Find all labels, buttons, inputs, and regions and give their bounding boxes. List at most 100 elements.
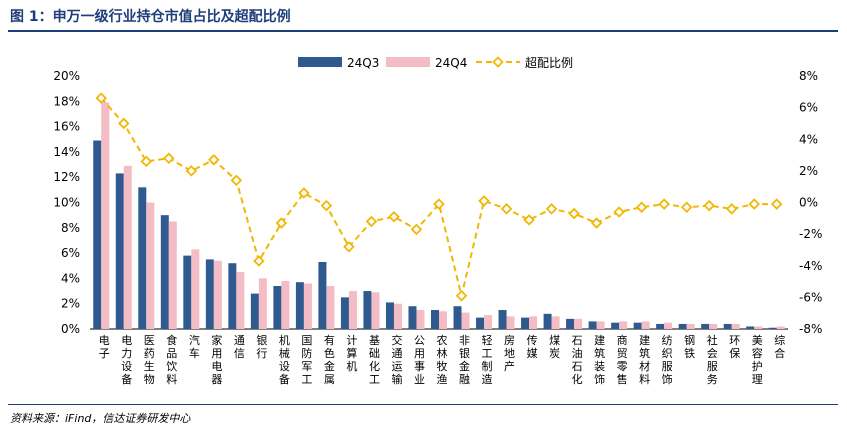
x-tick-label: 通信 [234,334,245,360]
bar-24q3 [228,263,237,329]
y-left-tick-label: 14% [53,145,80,159]
y-right-tick-label: 8% [799,69,818,83]
bar-24q3 [566,318,575,329]
x-tick-label: 传媒 [527,334,538,360]
bar-24q4 [258,278,267,329]
y-right-tick-label: 2% [799,164,818,178]
ratio-point [748,198,760,210]
bar-24q3 [768,327,777,329]
bar-24q4 [168,221,177,329]
x-tick-label: 商贸零售 [617,333,628,386]
y-right-tick-label: 4% [799,132,818,146]
bar-24q3 [183,255,192,329]
legend-swatch-ratio-marker [492,56,504,68]
bar-24q4 [303,283,312,329]
y-left-tick-label: 8% [61,221,80,235]
bar-24q3 [250,293,259,329]
x-tick-label: 计算机 [346,334,357,373]
bar-24q4 [371,292,380,329]
bar-24q3 [543,313,552,329]
bar-24q3 [633,322,642,329]
bar-24q4 [754,326,763,329]
bar-24q3 [340,297,349,329]
ratio-point [568,207,580,220]
ratio-point [365,215,378,228]
bar-24q3 [701,323,710,329]
legend-label-24q4: 24Q4 [435,56,467,70]
bar-24q3 [138,187,147,329]
x-tick-label: 公用事业 [414,334,425,386]
x-tick-label: 机械设备 [279,333,290,386]
ratio-point [275,217,288,229]
x-tick-label: 基础化工 [369,334,380,386]
x-tick-label: 社会服务 [707,333,718,386]
legend-label-24q3: 24Q3 [347,56,379,70]
bar-24q4 [393,303,402,329]
x-tick-label: 家用电器 [211,333,222,386]
bar-24q4 [146,202,155,329]
bar-24q4 [619,321,628,329]
x-tick-label: 美容护理 [752,334,763,386]
bar-24q4 [686,323,695,329]
bar-24q4 [236,272,245,329]
bar-24q3 [115,173,124,329]
bar-24q3 [656,323,665,329]
bar-24q4 [574,318,583,329]
bar-24q3 [588,321,597,329]
ratio-point [253,255,265,267]
bar-24q4 [326,285,335,329]
bar-24q4 [596,321,605,329]
bar-24q3 [678,323,687,329]
ratio-point [95,92,108,104]
figure-title: 图 1：申万一级行业持仓市值占比及超配比例 [10,9,291,25]
y-right-tick-label: -2% [799,227,822,241]
bar-24q4 [506,316,515,329]
legend-swatch-24q4 [386,57,430,67]
x-tick-label: 医药生物 [144,334,155,386]
bar-24q3 [498,310,507,329]
bar-24q3 [295,282,304,329]
ratio-point [185,165,198,177]
bar-24q3 [431,310,439,329]
x-tick-label: 煤炭 [549,334,560,360]
ratio-point [613,206,625,218]
ratio-point [703,199,715,212]
y-left-tick-label: 6% [61,246,80,260]
legend-swatch-24q3 [298,57,342,67]
x-tick-label: 非银金融 [459,334,470,386]
bar-24q4 [664,322,673,329]
legend-label-ratio: 超配比例 [525,55,573,70]
ratio-point [658,198,670,210]
bar-24q3 [611,322,620,329]
ratio-point [590,217,603,229]
ratio-point [208,154,220,166]
bar-24q3 [453,306,462,329]
bar-24q3 [160,215,169,329]
source-note: 资料来源：iFind，信达证券研发中心 [10,412,191,425]
x-tick-label: 汽车 [189,333,200,360]
y-left-tick-label: 20% [53,69,80,83]
bar-24q4 [551,316,560,329]
bar-24q3 [723,323,732,329]
ratio-point [343,241,355,253]
y-right-tick-label: 0% [799,196,818,210]
y-right-tick-label: 6% [799,101,818,115]
x-tick-label: 综合 [774,333,785,360]
x-tick-label: 食品饮料 [166,333,177,386]
bar-24q3 [408,306,417,329]
y-left-tick-label: 2% [61,297,80,311]
x-tick-label: 轻工制造 [482,333,493,386]
ratio-point [770,198,783,210]
x-tick-label: 环保 [729,334,740,360]
ratio-point [163,152,175,164]
bar-24q3 [521,317,530,329]
ratio-point [410,223,423,236]
bar-24q4 [191,249,200,329]
ratio-point [230,174,243,187]
y-left-tick-label: 10% [53,196,80,210]
bar-24q4 [641,321,650,329]
y-right-tick-label: -8% [799,322,822,336]
x-tick-label: 农林牧渔 [437,333,448,386]
x-tick-label: 房地产 [504,334,515,373]
